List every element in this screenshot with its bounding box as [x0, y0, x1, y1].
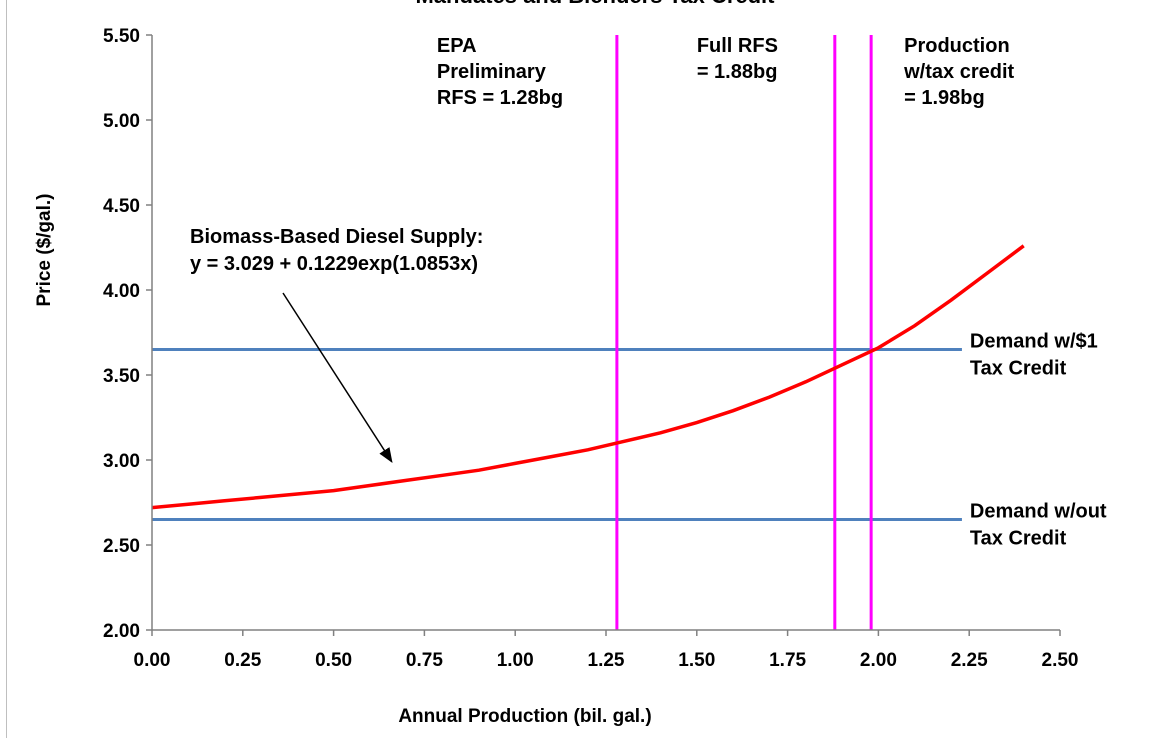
x-tick-label: 1.50	[678, 650, 715, 671]
x-tick-label: 0.00	[134, 650, 171, 671]
x-tick-label: 1.00	[497, 650, 534, 671]
x-axis-label: Annual Production (bil. gal.)	[398, 706, 651, 727]
demand-label: Demand w/$1	[970, 331, 1098, 353]
mandate-label: RFS = 1.28bg	[437, 87, 563, 109]
chart-title: Mandates and Blenders Tax Credit	[415, 0, 775, 8]
y-tick-label: 5.50	[103, 26, 140, 47]
x-tick-label: 2.00	[860, 650, 897, 671]
demand-label: Tax Credit	[970, 358, 1067, 380]
y-axis-ticks: 2.00 2.50 3.00 3.50 4.00 4.50 5.00 5.50	[103, 26, 152, 642]
supply-annotation-text: y = 3.029 + 0.1229exp(1.0853x)	[190, 253, 478, 275]
mandate-label: Preliminary	[437, 61, 547, 83]
x-axis-ticks: 0.00 0.25 0.50 0.75 1.00 1.25 1.50 1.75 2.00 2.25…	[134, 630, 1079, 671]
y-tick-label: 4.00	[103, 281, 140, 302]
mandate-label: EPA	[437, 35, 477, 57]
mandate-label: w/tax credit	[903, 61, 1014, 83]
mandate-label: = 1.98bg	[904, 87, 985, 109]
mandate-lines	[615, 35, 873, 630]
x-tick-label: 0.25	[224, 650, 261, 671]
demand-label: Demand w/out	[970, 501, 1107, 523]
supply-curve	[151, 244, 1025, 510]
annotation-arrow	[282, 292, 393, 463]
x-tick-label: 0.75	[406, 650, 443, 671]
y-tick-label: 5.00	[103, 111, 140, 132]
y-axis-label: Price ($/gal.)	[34, 194, 55, 307]
x-tick-label: 1.75	[769, 650, 806, 671]
mandate-label: Production	[904, 35, 1010, 57]
x-tick-label: 2.25	[951, 650, 988, 671]
y-tick-label: 2.00	[103, 621, 140, 642]
x-tick-label: 1.25	[588, 650, 625, 671]
x-tick-label: 2.50	[1042, 650, 1079, 671]
mandate-label: Full RFS	[697, 35, 778, 57]
mandate-labels: EPA Preliminary RFS = 1.28bg Full RFS = 1.88…	[437, 35, 1015, 109]
supply-series	[151, 244, 1025, 510]
demand-labels: Demand w/$1 Tax Credit Demand w/out Tax Cre…	[970, 331, 1107, 550]
x-tick-label: 0.50	[315, 650, 352, 671]
supply-annotation-text: Biomass-Based Diesel Supply:	[190, 226, 483, 248]
chart-frame-edge	[0, 0, 7, 738]
supply-annotation: Biomass-Based Diesel Supply: y = 3.029 + …	[190, 226, 483, 463]
y-tick-label: 3.50	[103, 366, 140, 387]
y-tick-label: 3.00	[103, 451, 140, 472]
y-tick-label: 2.50	[103, 536, 140, 557]
mandate-label: = 1.88bg	[697, 61, 778, 83]
demand-lines	[152, 348, 962, 521]
demand-label: Tax Credit	[970, 528, 1067, 550]
y-tick-label: 4.50	[103, 196, 140, 217]
